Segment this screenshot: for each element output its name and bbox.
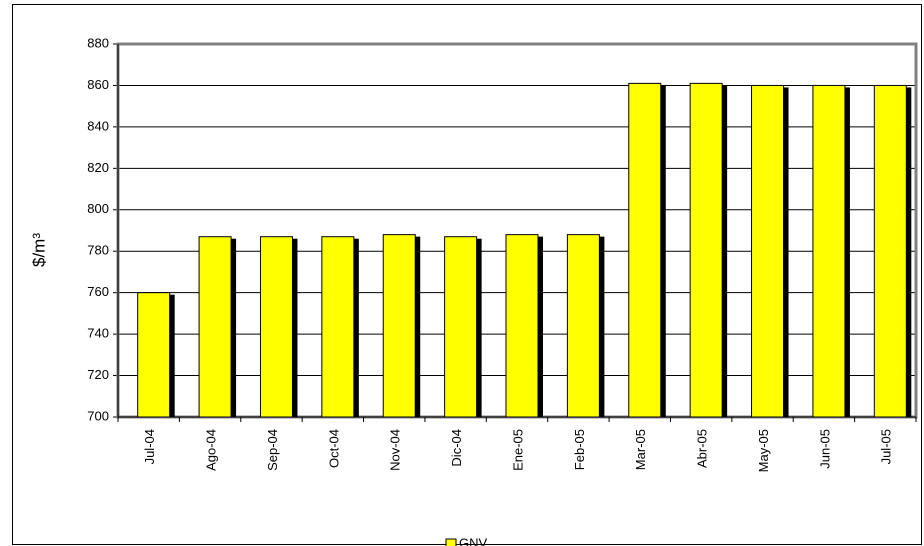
x-tick-label: Jun-05 [817, 429, 832, 469]
x-tick-label: Sep-04 [265, 429, 280, 471]
x-tick-label: Jul-05 [879, 429, 894, 464]
y-tick-label: 780 [87, 243, 109, 258]
x-tick-label: Feb-05 [572, 429, 587, 470]
x-tick-label: Dic-04 [449, 429, 464, 467]
bar [382, 234, 416, 418]
y-tick-label: 800 [87, 201, 109, 216]
y-tick-label: 880 [87, 35, 109, 50]
y-tick-label: 700 [87, 408, 109, 423]
x-tick-label: Mar-05 [633, 429, 648, 470]
y-tick-label: 720 [87, 367, 109, 382]
x-tick-label: Jul-04 [142, 429, 157, 464]
bar [628, 82, 662, 418]
x-tick-label: May-05 [756, 429, 771, 472]
bar [873, 84, 907, 418]
x-tick-label: Oct-04 [326, 429, 341, 468]
x-tick-label: Nov-04 [388, 429, 403, 471]
y-tick-label: 760 [87, 284, 109, 299]
y-axis-label: $/m³ [29, 233, 48, 267]
x-tick-label: Abr-05 [695, 429, 710, 468]
bar [812, 84, 846, 418]
y-tick-label: 840 [87, 118, 109, 133]
bar [689, 82, 723, 418]
y-tick-label: 820 [87, 160, 109, 175]
x-tick-label: Ene-05 [510, 429, 525, 471]
bar [259, 236, 293, 418]
bar [198, 236, 232, 418]
bar [751, 84, 785, 418]
x-tick-label: Ago-04 [204, 429, 219, 471]
legend-swatch [445, 538, 457, 546]
bar [505, 234, 539, 418]
y-tick-label: 740 [87, 326, 109, 341]
legend-label: GNV [459, 535, 488, 546]
bar [444, 236, 478, 418]
bar [137, 292, 171, 418]
bar [566, 234, 600, 418]
bar [321, 236, 355, 418]
y-tick-label: 860 [87, 77, 109, 92]
